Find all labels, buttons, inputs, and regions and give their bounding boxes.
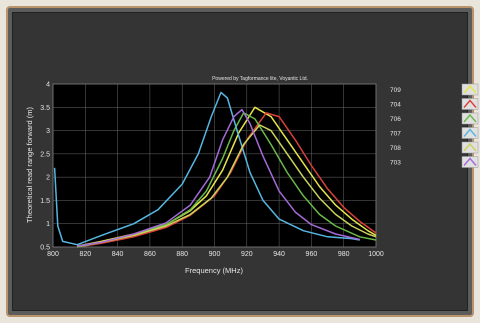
x-tick-label: 1000 [368, 251, 384, 258]
y-tick-label: 2.5 [40, 151, 50, 158]
y-tick-label: 2 [46, 175, 50, 182]
y-tick-label: 1.5 [40, 198, 50, 205]
series-line-704 [77, 112, 377, 248]
series-line-708 [77, 124, 377, 247]
x-tick-label: 880 [176, 251, 188, 258]
chart-title: Powered by Tagformance lite, Voyantic Lt… [212, 76, 308, 82]
series-label-708: 708 [390, 145, 401, 152]
y-tick-label: 1 [46, 221, 50, 228]
y-axis-label: Theoretical read range forward (m) [25, 107, 34, 223]
series-end-labels: 709 704 706 707 708 703 [390, 87, 401, 167]
y-tick-label: 3 [46, 128, 50, 135]
legend-swatch-708 [461, 141, 479, 154]
legend [461, 83, 479, 168]
series-layer [53, 91, 377, 248]
y-tick-label: 0.5 [40, 245, 50, 252]
series-line-703 [77, 108, 360, 247]
x-tick-label: 920 [241, 251, 253, 258]
legend-swatch-709 [461, 83, 479, 96]
legend-swatch-703 [461, 156, 479, 168]
x-tick-label: 800 [47, 251, 59, 258]
x-tick-labels: 800 820 840 860 880 900 920 940 960 980 1000 [47, 251, 384, 258]
x-axis-label: Frequency (MHz) [185, 266, 243, 275]
series-label-707: 707 [390, 131, 401, 138]
series-label-703: 703 [390, 160, 401, 167]
series-label-709: 709 [390, 87, 401, 94]
y-tick-label: 3.5 [40, 105, 50, 112]
series-label-706: 706 [390, 116, 401, 123]
window-frame [6, 6, 474, 317]
x-tick-label: 960 [306, 251, 318, 258]
y-tick-label: 4 [46, 82, 50, 89]
x-tick-label: 840 [112, 251, 124, 258]
legend-swatch-707 [461, 127, 479, 139]
legend-swatch-706 [461, 112, 479, 125]
x-tick-label: 940 [273, 251, 285, 258]
legend-swatch-704 [461, 98, 479, 110]
series-line-707 [53, 91, 360, 246]
x-tick-label: 860 [144, 251, 156, 258]
x-tick-label: 900 [209, 251, 221, 258]
x-tick-label: 820 [79, 251, 91, 258]
x-tick-label: 980 [338, 251, 350, 258]
y-tick-labels: 0.5 1 1.5 2 2.5 3 3.5 4 [40, 82, 50, 252]
series-label-704: 704 [390, 102, 401, 109]
